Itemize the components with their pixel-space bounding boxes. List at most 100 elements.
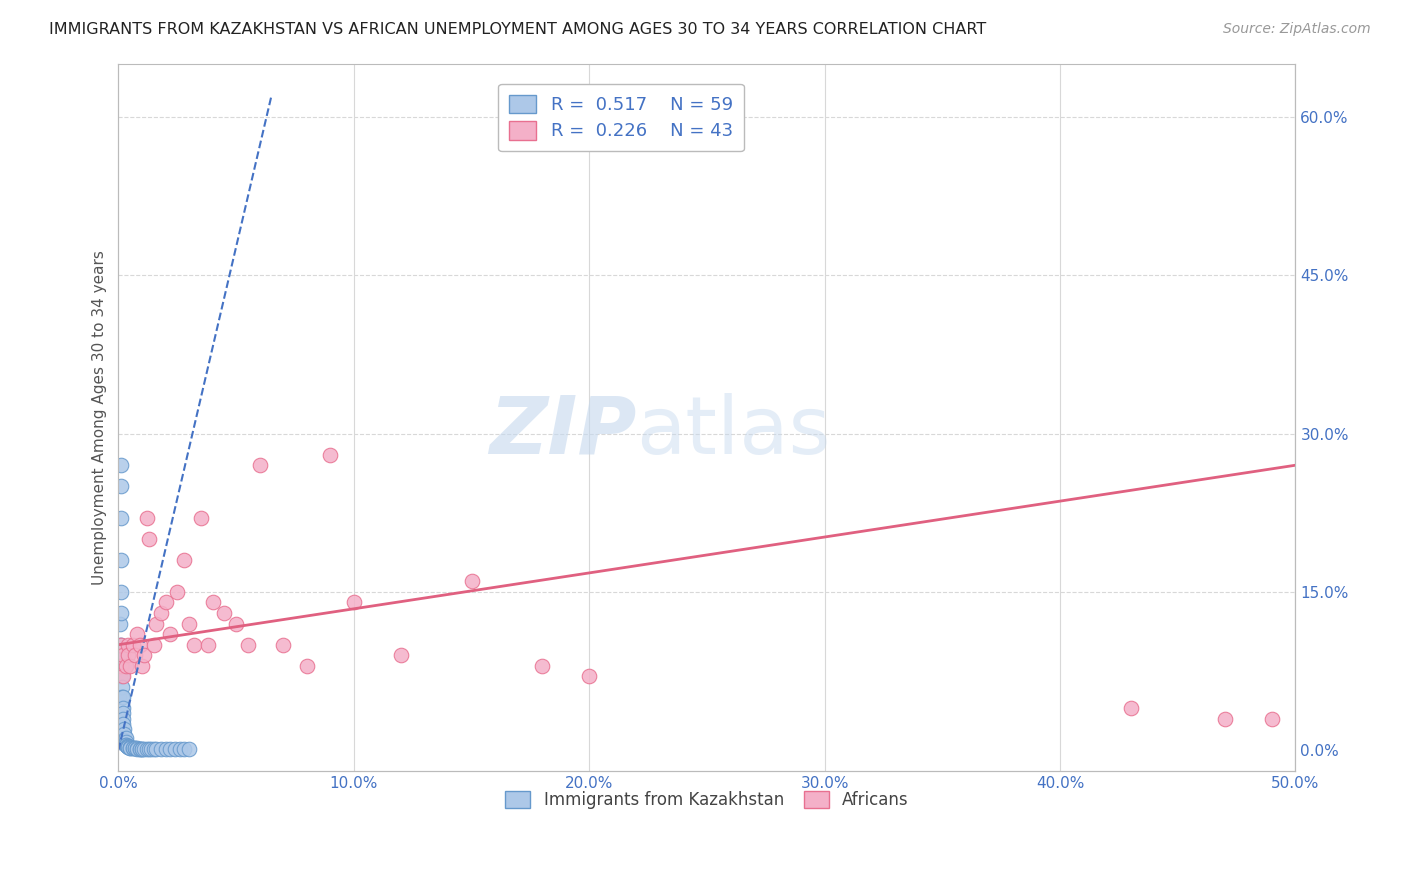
Point bbox=[134, 742, 156, 756]
Point bbox=[389, 648, 412, 663]
Point bbox=[214, 606, 236, 620]
Point bbox=[149, 742, 172, 756]
Point bbox=[117, 740, 139, 755]
Point bbox=[173, 742, 195, 756]
Point bbox=[1119, 701, 1142, 715]
Point bbox=[110, 638, 132, 652]
Point bbox=[1213, 712, 1236, 726]
Point bbox=[177, 616, 200, 631]
Point bbox=[114, 658, 136, 673]
Point bbox=[531, 658, 554, 673]
Point bbox=[138, 742, 160, 756]
Point bbox=[173, 553, 195, 567]
Point bbox=[166, 585, 188, 599]
Point bbox=[225, 616, 247, 631]
Point bbox=[117, 638, 139, 652]
Point bbox=[110, 479, 132, 493]
Point bbox=[121, 741, 143, 756]
Point bbox=[145, 742, 167, 756]
Point bbox=[190, 511, 212, 525]
Point bbox=[114, 738, 136, 752]
Point bbox=[110, 638, 132, 652]
Point bbox=[159, 627, 181, 641]
Point bbox=[120, 740, 142, 755]
Point bbox=[127, 741, 149, 756]
Point bbox=[163, 742, 186, 756]
Point bbox=[127, 742, 149, 756]
Point bbox=[121, 638, 143, 652]
Point bbox=[271, 638, 294, 652]
Point bbox=[114, 735, 136, 749]
Point bbox=[110, 606, 132, 620]
Point bbox=[201, 595, 224, 609]
Point bbox=[120, 741, 142, 756]
Point bbox=[128, 742, 150, 756]
Point bbox=[110, 658, 132, 673]
Point bbox=[183, 638, 205, 652]
Point bbox=[110, 553, 132, 567]
Point bbox=[131, 742, 153, 756]
Point bbox=[149, 606, 172, 620]
Point bbox=[108, 648, 131, 663]
Point bbox=[115, 739, 138, 753]
Point bbox=[169, 742, 191, 756]
Point bbox=[117, 648, 139, 663]
Point bbox=[134, 648, 156, 663]
Point bbox=[110, 638, 132, 652]
Point bbox=[112, 669, 135, 683]
Point bbox=[177, 742, 200, 756]
Point bbox=[138, 532, 160, 546]
Point bbox=[108, 669, 131, 683]
Point bbox=[112, 690, 135, 705]
Text: atlas: atlas bbox=[637, 392, 831, 471]
Point bbox=[142, 638, 165, 652]
Point bbox=[131, 742, 153, 756]
Text: IMMIGRANTS FROM KAZAKHSTAN VS AFRICAN UNEMPLOYMENT AMONG AGES 30 TO 34 YEARS COR: IMMIGRANTS FROM KAZAKHSTAN VS AFRICAN UN… bbox=[49, 22, 987, 37]
Point bbox=[124, 741, 146, 756]
Point bbox=[343, 595, 366, 609]
Point bbox=[117, 739, 139, 753]
Text: Source: ZipAtlas.com: Source: ZipAtlas.com bbox=[1223, 22, 1371, 37]
Point bbox=[110, 511, 132, 525]
Point bbox=[120, 741, 142, 756]
Point bbox=[120, 658, 142, 673]
Point bbox=[121, 741, 143, 756]
Point bbox=[128, 638, 150, 652]
Point bbox=[135, 742, 157, 756]
Point bbox=[578, 669, 600, 683]
Point bbox=[127, 627, 149, 641]
Point bbox=[117, 740, 139, 755]
Point bbox=[110, 658, 132, 673]
Point bbox=[112, 727, 135, 741]
Point bbox=[295, 658, 318, 673]
Point bbox=[131, 658, 153, 673]
Point bbox=[112, 717, 135, 731]
Point bbox=[110, 458, 132, 473]
Legend: Immigrants from Kazakhstan, Africans: Immigrants from Kazakhstan, Africans bbox=[499, 785, 915, 816]
Point bbox=[112, 722, 135, 736]
Point bbox=[236, 638, 259, 652]
Point bbox=[197, 638, 219, 652]
Point bbox=[112, 648, 135, 663]
Point bbox=[111, 669, 134, 683]
Point bbox=[124, 741, 146, 756]
Point bbox=[145, 616, 167, 631]
Point bbox=[110, 585, 132, 599]
Point bbox=[142, 742, 165, 756]
Point bbox=[110, 658, 132, 673]
Point bbox=[124, 648, 146, 663]
Point bbox=[114, 731, 136, 745]
Point bbox=[111, 690, 134, 705]
Point bbox=[319, 448, 342, 462]
Text: ZIP: ZIP bbox=[489, 392, 637, 471]
Point bbox=[135, 511, 157, 525]
Point bbox=[159, 742, 181, 756]
Point bbox=[115, 738, 138, 752]
Point bbox=[111, 680, 134, 694]
Point bbox=[249, 458, 271, 473]
Point bbox=[1261, 712, 1284, 726]
Point bbox=[155, 742, 177, 756]
Point bbox=[155, 595, 177, 609]
Point bbox=[141, 742, 163, 756]
Point bbox=[108, 616, 131, 631]
